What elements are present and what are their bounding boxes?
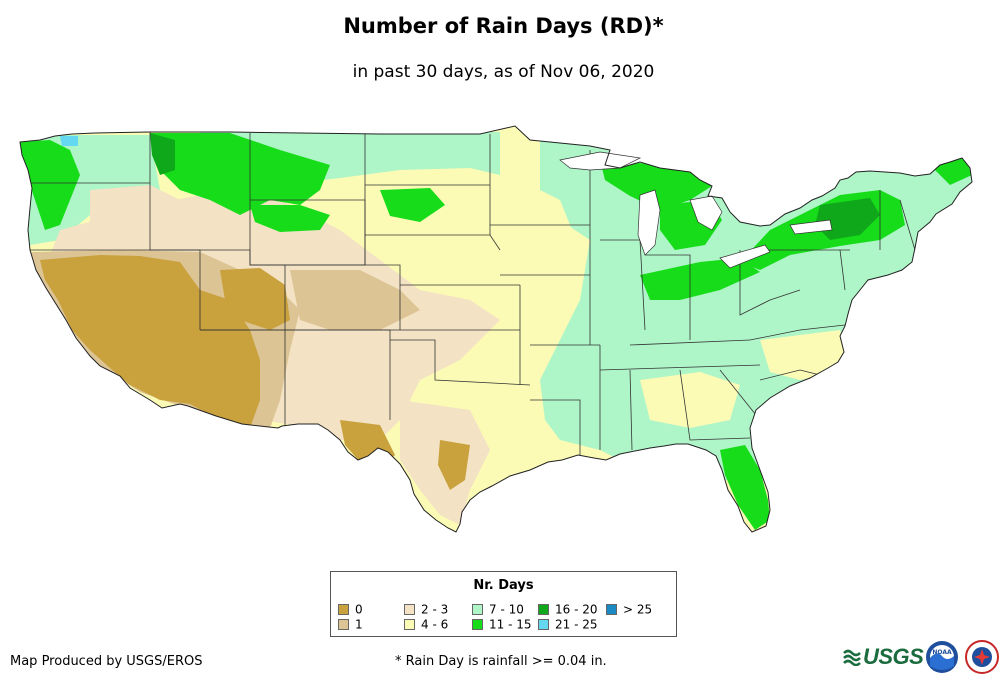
- lake-ontario: [789, 219, 833, 235]
- legend-swatch-16-20: [538, 604, 549, 615]
- legend-item-0: 0: [338, 602, 363, 617]
- legend-item-7-10: 7 - 10: [472, 602, 524, 617]
- border-pa-wv: [739, 250, 801, 316]
- border-nc-sc: [759, 369, 821, 381]
- border-tn-south: [599, 364, 761, 371]
- region-4-6-midatlantic: [760, 330, 850, 380]
- border-va-nc: [749, 324, 846, 341]
- legend-label-11-15: 11 - 15: [489, 617, 532, 632]
- legend-label-16-20: 16 - 20: [555, 602, 598, 617]
- usgs-logo: USGS: [843, 644, 924, 670]
- region-11-15-wyoming: [250, 205, 330, 232]
- legend-swatch-0: [338, 604, 349, 615]
- region-16-20-cascades: [150, 133, 175, 175]
- legend-label-7-10: 7 - 10: [489, 602, 524, 617]
- us-rain-days-map: [19, 125, 973, 533]
- legend-item-1: 1: [338, 617, 363, 632]
- legend-item-21-25: 21 - 25: [538, 617, 598, 632]
- region-21-25-olympic: [60, 136, 78, 146]
- rain-day-regions: [20, 132, 972, 530]
- usgs-wave-icon: [843, 649, 861, 666]
- legend-swatch-11-15: [472, 619, 483, 630]
- border-ms-al: [629, 369, 633, 451]
- region-11-15-ohio: [640, 258, 760, 300]
- legend-item-gt-25: > 25: [606, 602, 653, 617]
- region-11-15-north-dakota: [380, 188, 445, 222]
- legend-label-0: 0: [355, 602, 363, 617]
- legend-item-2-3: 2 - 3: [404, 602, 449, 617]
- border-ok-tx: [390, 339, 531, 386]
- region-1-colorado: [290, 270, 420, 330]
- region-11-15-florida: [720, 445, 770, 530]
- legend: Nr. Days 0 1 2 - 3 4 - 6 7 - 10 11 - 15 …: [330, 571, 677, 637]
- region-11-15-great-lakes: [600, 160, 712, 210]
- legend-swatch-gt-25: [606, 604, 617, 615]
- border-al-ga-fl: [679, 369, 751, 441]
- nws-logo: [965, 640, 999, 674]
- border-in-oh: [645, 254, 691, 340]
- legend-item-16-20: 16 - 20: [538, 602, 598, 617]
- region-0-south-texas: [438, 440, 470, 490]
- region-0-utah: [220, 268, 290, 330]
- legend-swatch-7-10: [472, 604, 483, 615]
- border-nm: [285, 329, 391, 420]
- state-borders: [28, 132, 916, 455]
- lake-michigan: [637, 189, 661, 256]
- legend-label-gt-25: > 25: [623, 602, 653, 617]
- noaa-logo-text: NOAA: [932, 649, 952, 656]
- region-0-california-nevada: [40, 255, 260, 428]
- legend-label-1: 1: [355, 617, 363, 632]
- legend-label-4-6: 4 - 6: [421, 617, 449, 632]
- map-title: Number of Rain Days (RD)*: [343, 14, 664, 38]
- region-4-6-southeast-patch: [640, 372, 740, 428]
- border-ky-tn: [629, 339, 751, 346]
- lake-huron: [689, 195, 723, 231]
- legend-swatch-21-25: [538, 619, 549, 630]
- great-lakes: [559, 151, 833, 269]
- footnote-text: * Rain Day is rainfall >= 0.04 in.: [395, 654, 607, 669]
- region-11-15-idaho-montana: [150, 133, 330, 215]
- agency-logos: USGS NOAA: [843, 638, 1003, 678]
- usgs-logo-text: USGS: [863, 644, 924, 669]
- noaa-logo: NOAA: [926, 641, 958, 673]
- legend-swatch-2-3: [404, 604, 415, 615]
- lake-erie: [719, 244, 771, 269]
- region-7-10-east: [540, 140, 972, 480]
- border-pa-nj: [839, 249, 846, 291]
- legend-title: Nr. Days: [473, 578, 534, 593]
- border-sc-ga: [719, 369, 761, 421]
- border-ar-la: [530, 399, 581, 455]
- legend-label-2-3: 2 - 3: [421, 602, 449, 617]
- legend-item-11-15: 11 - 15: [472, 617, 532, 632]
- border-nh-me: [899, 199, 916, 251]
- region-11-15-washington: [20, 140, 80, 230]
- legend-label-21-25: 21 - 25: [555, 617, 598, 632]
- legend-swatch-1: [338, 619, 349, 630]
- region-2-3-nw: [90, 185, 240, 250]
- legend-item-4-6: 4 - 6: [404, 617, 449, 632]
- credit-text: Map Produced by USGS/EROS: [10, 654, 203, 669]
- map-subtitle: in past 30 days, as of Nov 06, 2020: [352, 62, 655, 82]
- legend-swatch-4-6: [404, 619, 415, 630]
